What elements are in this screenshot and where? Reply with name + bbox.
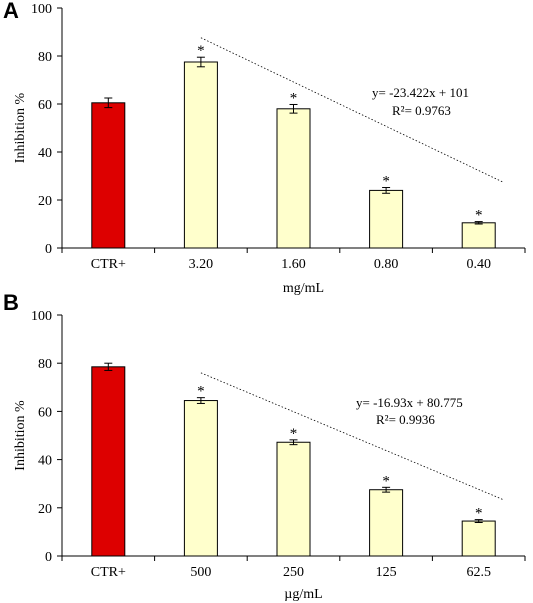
significance-star: *	[290, 426, 298, 442]
chart-panel-b: 0 20 40 60 80 100 CTR+ * 500 * 250 * 125 * 62.5 y= -16.…	[13, 309, 526, 602]
bar	[183, 61, 218, 249]
x-tick-label: 250	[283, 565, 304, 580]
bar	[461, 222, 496, 249]
x-tick-label: 0.80	[374, 257, 399, 272]
x-tick-label: CTR+	[91, 565, 126, 580]
panel-label-a: A	[3, 0, 19, 23]
significance-star: *	[197, 43, 205, 59]
y-axis-title: Inhibition %	[13, 92, 28, 163]
significance-star: *	[197, 384, 205, 400]
y-tick-label: 40	[38, 146, 52, 161]
significance-star: *	[382, 174, 390, 190]
chart-panel-a: 0 20 40 60 80 100 CTR+ * 3.20 * 1.60 * 0.80 * 0.40 y= -…	[13, 2, 526, 296]
r-squared-label: R²= 0.9763	[392, 103, 451, 118]
trendline	[200, 37, 504, 183]
regression-equation: y= -16.93x + 80.775	[356, 395, 463, 410]
y-tick-label: 60	[38, 98, 52, 113]
bar	[369, 189, 404, 249]
x-tick-label: 3.20	[189, 257, 214, 272]
y-tick-label: 40	[38, 454, 52, 469]
x-tick-label: 125	[376, 565, 397, 580]
significance-star: *	[475, 506, 483, 522]
panel-label-b: B	[3, 290, 19, 315]
bar	[91, 102, 126, 249]
trendline	[200, 372, 504, 501]
y-tick-label: 100	[31, 309, 52, 324]
y-tick-label: 0	[45, 550, 52, 565]
bar	[276, 441, 311, 557]
bar	[91, 366, 126, 557]
x-axis-title: mg/mL	[283, 281, 324, 296]
bar	[461, 520, 496, 557]
y-tick-label: 80	[38, 50, 52, 65]
significance-star: *	[475, 208, 483, 224]
y-axis-title: Inhibition %	[13, 400, 28, 471]
regression-equation: y= -23.422x + 101	[372, 85, 469, 100]
x-axis-title: µg/mL	[284, 587, 322, 602]
y-tick-label: 20	[38, 502, 52, 517]
y-tick-label: 20	[38, 194, 52, 209]
bar	[276, 108, 311, 249]
r-squared-label: R²= 0.9936	[376, 412, 435, 427]
significance-star: *	[382, 473, 390, 489]
significance-star: *	[290, 90, 298, 106]
y-tick-label: 60	[38, 405, 52, 420]
y-tick-label: 80	[38, 357, 52, 372]
y-tick-label: 0	[45, 242, 52, 257]
x-tick-label: 0.40	[466, 257, 491, 272]
y-tick-label: 100	[31, 2, 52, 17]
x-tick-label: 1.60	[281, 257, 306, 272]
x-tick-label: 500	[190, 565, 211, 580]
x-tick-label: 62.5	[466, 565, 491, 580]
x-tick-label: CTR+	[91, 257, 126, 272]
bar	[369, 489, 404, 557]
bar	[183, 400, 218, 557]
